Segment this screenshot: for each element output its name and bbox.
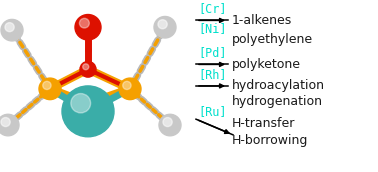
Circle shape <box>79 18 89 28</box>
Text: hydroacylation: hydroacylation <box>232 79 325 92</box>
Circle shape <box>80 61 96 77</box>
Text: [Ni]: [Ni] <box>198 22 226 35</box>
Circle shape <box>39 78 61 100</box>
Text: [Pd]: [Pd] <box>198 46 226 60</box>
Circle shape <box>154 17 176 38</box>
Circle shape <box>1 19 23 41</box>
Circle shape <box>1 117 10 127</box>
Circle shape <box>123 81 131 89</box>
Circle shape <box>0 114 19 136</box>
Circle shape <box>43 81 51 89</box>
Circle shape <box>62 86 114 137</box>
Text: H-borrowing: H-borrowing <box>232 134 308 147</box>
Text: polyethylene: polyethylene <box>232 33 313 46</box>
Circle shape <box>71 94 91 113</box>
Text: [Rh]: [Rh] <box>198 68 226 81</box>
Text: [Ru]: [Ru] <box>198 105 226 118</box>
Text: H-transfer: H-transfer <box>232 117 295 130</box>
Text: [Cr]: [Cr] <box>198 3 226 15</box>
Circle shape <box>163 117 172 127</box>
Text: 1-alkenes: 1-alkenes <box>232 14 292 27</box>
Circle shape <box>83 64 89 70</box>
Circle shape <box>159 114 181 136</box>
Circle shape <box>5 23 14 32</box>
Text: hydrogenation: hydrogenation <box>232 95 323 108</box>
Circle shape <box>75 14 101 40</box>
Circle shape <box>158 20 167 29</box>
Circle shape <box>119 78 141 100</box>
Text: polyketone: polyketone <box>232 58 301 71</box>
